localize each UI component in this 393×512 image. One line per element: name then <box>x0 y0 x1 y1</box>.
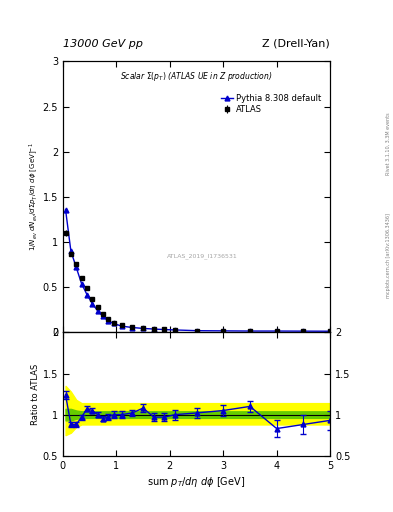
Text: ATLAS_2019_I1736531: ATLAS_2019_I1736531 <box>167 254 237 260</box>
X-axis label: sum $p_T/d\eta\ d\phi$ [GeV]: sum $p_T/d\eta\ d\phi$ [GeV] <box>147 475 246 489</box>
Pythia 8.308 default <box>151 326 156 332</box>
Pythia 8.308 default <box>101 313 105 319</box>
Pythia 8.308 default <box>68 248 73 254</box>
Pythia 8.308 default <box>106 317 111 324</box>
Y-axis label: $1/N_{ev}\ dN_{ev}/d\Sigma p_T/d\eta\ d\phi\ [\mathrm{GeV}]^{-1}$: $1/N_{ev}\ dN_{ev}/d\Sigma p_T/d\eta\ d\… <box>27 143 40 251</box>
Line: Pythia 8.308 default: Pythia 8.308 default <box>63 207 332 334</box>
Pythia 8.308 default <box>90 301 95 307</box>
Pythia 8.308 default <box>74 264 79 270</box>
Pythia 8.308 default <box>119 323 124 329</box>
Text: Scalar $\Sigma(p_T)$ (ATLAS UE in Z production): Scalar $\Sigma(p_T)$ (ATLAS UE in Z prod… <box>120 70 273 82</box>
Pythia 8.308 default <box>194 328 199 334</box>
Pythia 8.308 default <box>162 327 167 333</box>
Pythia 8.308 default <box>63 206 68 212</box>
Pythia 8.308 default <box>301 328 306 334</box>
Pythia 8.308 default <box>248 328 252 334</box>
Pythia 8.308 default <box>141 325 145 331</box>
Pythia 8.308 default <box>130 325 135 331</box>
Pythia 8.308 default <box>274 328 279 334</box>
Text: 13000 GeV pp: 13000 GeV pp <box>63 38 143 49</box>
Pythia 8.308 default <box>111 321 116 327</box>
Y-axis label: Ratio to ATLAS: Ratio to ATLAS <box>31 364 40 425</box>
Text: Rivet 3.1.10, 3.3M events: Rivet 3.1.10, 3.3M events <box>386 112 391 175</box>
Pythia 8.308 default <box>79 281 84 287</box>
Text: Z (Drell-Yan): Z (Drell-Yan) <box>263 38 330 49</box>
Text: mcplots.cern.ch [arXiv:1306.3436]: mcplots.cern.ch [arXiv:1306.3436] <box>386 214 391 298</box>
Pythia 8.308 default <box>173 327 178 333</box>
Legend: Pythia 8.308 default, ATLAS: Pythia 8.308 default, ATLAS <box>219 93 323 116</box>
Pythia 8.308 default <box>95 308 100 314</box>
Pythia 8.308 default <box>84 291 89 297</box>
Pythia 8.308 default <box>221 328 226 334</box>
Pythia 8.308 default <box>328 328 332 334</box>
